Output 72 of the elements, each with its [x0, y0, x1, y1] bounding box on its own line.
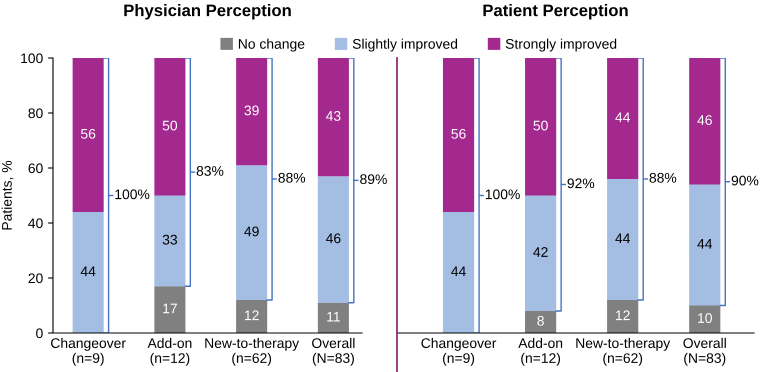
bar: [154, 196, 186, 286]
bar: [442, 212, 474, 333]
bar: [442, 58, 474, 212]
data-label: 39: [244, 106, 259, 116]
bar: [689, 58, 720, 184]
bar: [525, 311, 556, 333]
data-label: 46: [697, 115, 712, 125]
bar: [154, 286, 186, 333]
legend-label: Strongly improved: [506, 38, 616, 52]
annotation: 88%: [278, 172, 306, 183]
data-label: 10: [698, 313, 712, 323]
data-label: 44: [451, 266, 466, 276]
y-tick-label: 80: [28, 108, 43, 118]
x-tick-label: New-to-therapy (n=62): [576, 338, 670, 366]
annotation: 100%: [486, 189, 520, 200]
annotation: 92%: [568, 178, 594, 188]
annotation: 83%: [196, 166, 224, 176]
data-label: 44: [697, 239, 712, 249]
data-label: 42: [533, 247, 548, 257]
x-tick-label: New-to-therapy (n=62): [205, 338, 300, 366]
y-tick-label: 0: [36, 328, 43, 338]
bar: [607, 58, 638, 179]
annotation: 88%: [650, 172, 676, 183]
bar: [318, 176, 349, 303]
data-label: 44: [615, 234, 630, 244]
data-label: 11: [327, 312, 340, 322]
bar: [318, 302, 349, 333]
data-label: 50: [162, 120, 178, 130]
data-label: 8: [537, 316, 544, 326]
data-label: 44: [615, 112, 630, 122]
bar: [236, 165, 268, 300]
y-tick-label: 40: [28, 218, 43, 228]
chart-title: Physician Perception: [124, 4, 291, 20]
x-tick-label: Changeover (n=9): [421, 338, 496, 366]
data-label: 50: [533, 120, 548, 130]
x-tick-label: Add-on (n=12): [148, 338, 192, 366]
data-label: 12: [244, 310, 259, 320]
chart-title: Patient Perception: [483, 4, 628, 20]
bar: [154, 58, 186, 196]
x-tick-label: Add-on (n=12): [518, 338, 562, 366]
annotation: 89%: [360, 174, 387, 184]
x-tick-label: Overall (N=83): [683, 338, 726, 366]
legend-label: No change: [238, 38, 304, 52]
bar: [689, 306, 720, 333]
data-label: 43: [326, 111, 341, 121]
y-tick-label: 100: [21, 53, 43, 64]
bar: [525, 196, 556, 311]
y-tick-label: 60: [28, 163, 43, 174]
bar: [236, 300, 268, 333]
data-label: 33: [162, 234, 178, 245]
x-tick-label: Overall (N=83): [312, 338, 354, 366]
data-label: 44: [80, 266, 96, 276]
data-label: 46: [326, 233, 341, 244]
data-label: 17: [163, 304, 177, 314]
data-label: 12: [616, 310, 630, 320]
bar: [318, 58, 349, 176]
annotation: 90%: [732, 176, 758, 186]
bar: [236, 58, 268, 166]
annotation: 100%: [115, 189, 150, 200]
data-label: 56: [80, 128, 96, 139]
bar: [607, 179, 638, 300]
y-axis-title: Patients, %: [2, 160, 14, 230]
y-tick-label: 20: [28, 273, 43, 284]
bar: [72, 212, 104, 333]
bar: [525, 58, 556, 196]
data-label: 56: [451, 128, 466, 139]
bar: [607, 300, 638, 333]
data-label: 49: [244, 226, 259, 236]
x-tick-label: Changeover (n=9): [51, 338, 126, 366]
legend-label: Slightly improved: [352, 38, 458, 52]
bar: [689, 184, 720, 306]
bar: [72, 58, 104, 212]
